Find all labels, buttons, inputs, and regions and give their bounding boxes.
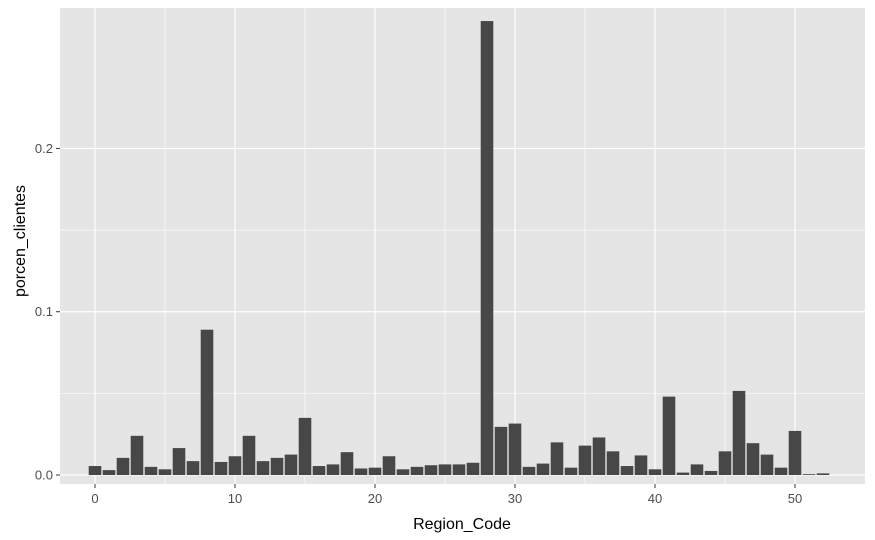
y-tick-label: 0.2 [35,141,53,156]
bar [606,451,620,476]
bar [326,464,340,476]
bar [214,461,228,476]
bar [634,455,648,476]
bar [522,466,536,476]
bar [536,463,550,476]
bar [200,329,214,476]
y-tick-label: 0.1 [35,304,53,319]
x-tick-label: 30 [508,491,522,506]
bar [816,473,830,476]
bar [690,464,704,476]
bar [256,461,270,476]
bar [564,467,578,476]
bar [88,466,102,476]
bar [662,396,676,476]
x-tick-label: 10 [228,491,242,506]
bar [396,469,410,476]
bar [340,452,354,476]
bar [494,426,508,476]
bar [186,461,200,476]
x-axis-title: Region_Code [413,516,511,533]
bar [452,464,466,476]
bar [270,457,284,476]
bar [158,469,172,476]
y-tick-label: 0.0 [35,468,53,483]
bar [438,464,452,476]
bar [774,467,788,476]
bar [718,451,732,476]
x-axis: 0 10 20 30 40 50 [91,484,802,506]
bars [88,21,830,476]
bar [382,456,396,476]
bar [410,466,424,476]
bar [242,435,256,476]
bar [466,462,480,476]
x-tick-label: 50 [788,491,802,506]
y-axis: 0.0 0.1 0.2 [35,141,60,483]
bar [130,435,144,476]
bar [802,474,816,476]
bar [172,448,186,476]
bar [354,468,368,476]
bar [508,423,522,476]
x-tick-label: 0 [91,491,98,506]
plot-panel [60,8,865,484]
bar [746,443,760,476]
bar [676,472,690,476]
bar [732,390,746,476]
bar [424,465,438,476]
bar [704,470,718,476]
bar [116,457,130,476]
bar [760,454,774,476]
bar [284,454,298,476]
bar [620,466,634,476]
bar [368,467,382,476]
bar [228,456,242,476]
bar [592,437,606,476]
y-axis-title: porcen_clientes [12,185,29,297]
bar [102,470,116,476]
bar [144,466,158,476]
bar [578,445,592,476]
bar [550,442,564,476]
bar [312,466,326,476]
bar [298,417,312,476]
x-tick-label: 20 [368,491,382,506]
bar [648,469,662,476]
grid-minor [60,8,865,484]
x-tick-label: 40 [648,491,662,506]
bar [480,21,494,476]
bar [788,430,802,476]
